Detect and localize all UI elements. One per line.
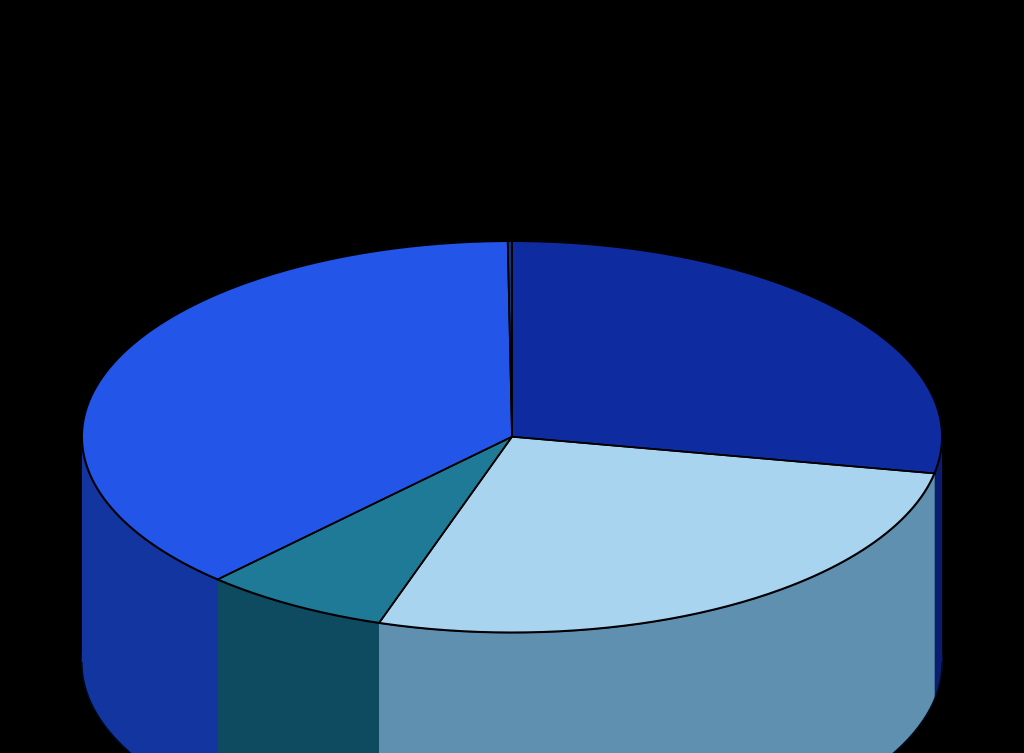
- Polygon shape: [82, 467, 942, 753]
- Polygon shape: [217, 437, 512, 753]
- Polygon shape: [935, 437, 942, 700]
- Polygon shape: [512, 241, 942, 474]
- Polygon shape: [217, 580, 379, 753]
- Polygon shape: [508, 241, 512, 437]
- Polygon shape: [379, 437, 935, 633]
- Polygon shape: [82, 241, 512, 580]
- Polygon shape: [217, 437, 512, 623]
- Polygon shape: [512, 437, 935, 700]
- Polygon shape: [379, 474, 935, 753]
- Polygon shape: [82, 437, 217, 753]
- Polygon shape: [379, 437, 512, 753]
- Polygon shape: [217, 437, 512, 753]
- Polygon shape: [512, 437, 935, 700]
- Polygon shape: [82, 437, 942, 753]
- Polygon shape: [82, 241, 942, 633]
- Polygon shape: [379, 437, 512, 753]
